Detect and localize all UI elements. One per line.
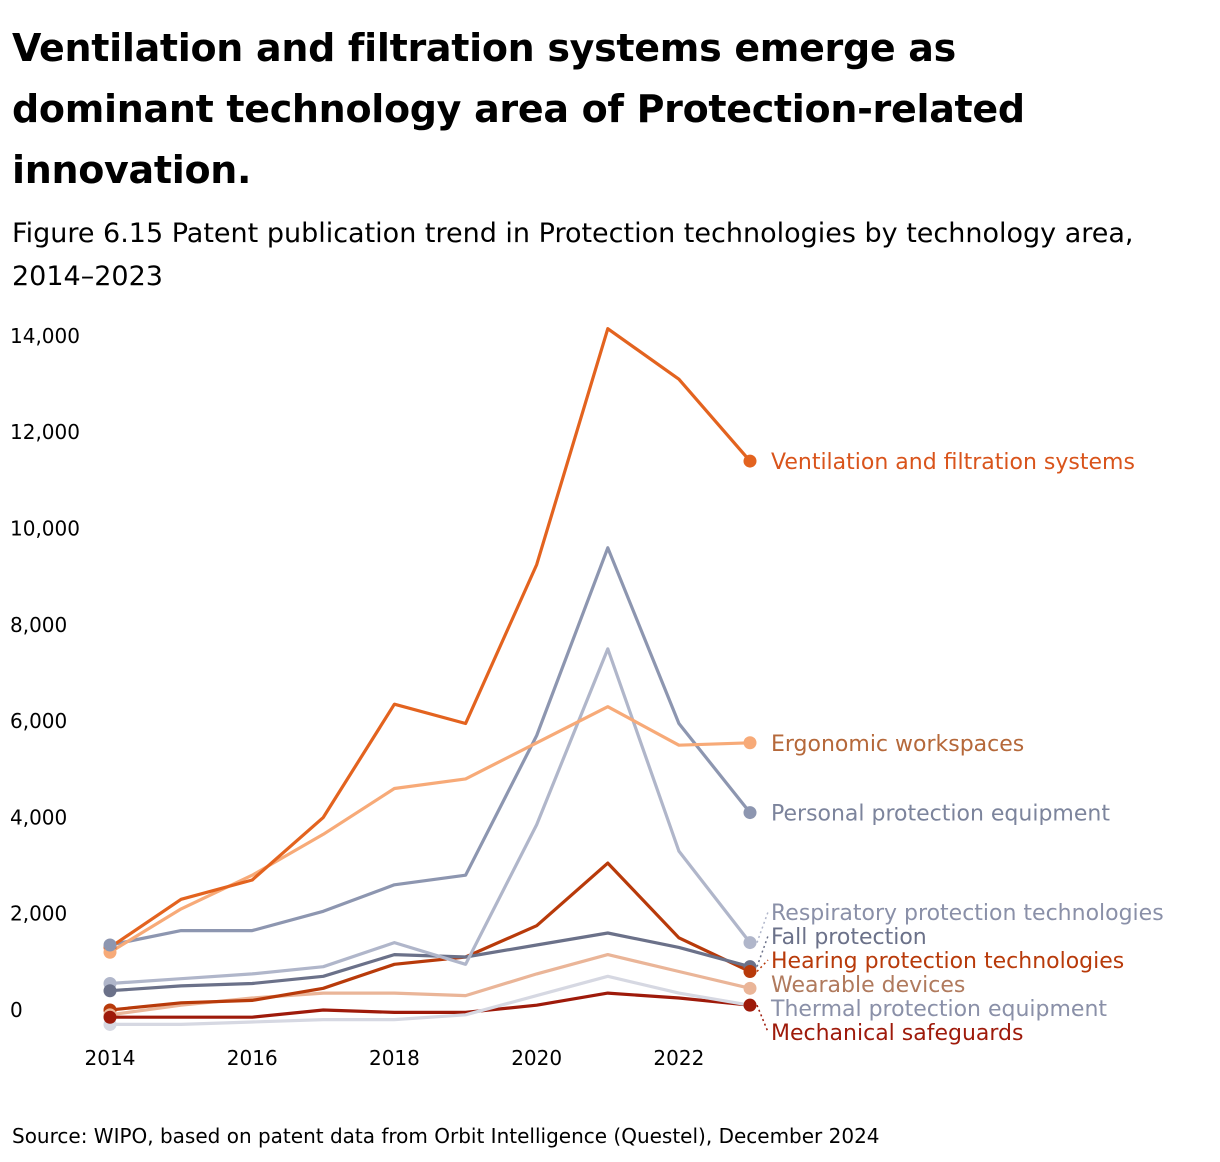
series-line-fall-protection xyxy=(108,931,752,993)
end-point-ventilation-and-filtration-systems xyxy=(743,454,757,468)
chart-subtitle: Figure 6.15 Patent publication trend in … xyxy=(12,218,1134,292)
series-line-ergonomic-workspaces xyxy=(108,705,752,954)
chart-title: Ventilation and filtration systems emerg… xyxy=(12,26,1025,192)
leader-line-mechanical-safeguards xyxy=(756,1004,769,1033)
y-tick-label: 0 xyxy=(10,998,23,1022)
y-tick-label: 4,000 xyxy=(10,805,67,829)
end-point-wearable-devices xyxy=(743,981,757,995)
end-point-mechanical-safeguards xyxy=(743,998,757,1012)
series-label-hearing-protection-technologies: Hearing protection technologies xyxy=(771,949,1124,974)
end-point-personal-protection-equipment xyxy=(743,806,757,820)
y-tick-label: 2,000 xyxy=(10,902,67,926)
series-label-fall-protection: Fall protection xyxy=(771,925,927,950)
y-axis: 0 2,000 4,000 6,000 8,000 10,000 12,000 14,000 xyxy=(10,324,80,1022)
series-line-mechanical-safeguards xyxy=(108,991,752,1019)
y-tick-label: 12,000 xyxy=(10,420,80,444)
y-tick-label: 10,000 xyxy=(10,517,80,541)
series-label-personal-protection-equipment: Personal protection equipment xyxy=(771,802,1110,827)
series-labels: Ventilation and filtration systems Ergono… xyxy=(770,450,1164,1046)
series-line-personal-protection-equipment xyxy=(108,546,752,947)
x-tick-label: 2022 xyxy=(653,1046,704,1070)
start-point-personal-protection-equipment xyxy=(103,938,117,952)
series-label-ergonomic-workspaces: Ergonomic workspaces xyxy=(771,732,1024,757)
series-lines xyxy=(108,327,752,1027)
leader-line-respiratory-protection-technologies xyxy=(756,911,769,943)
end-point-hearing-protection-technologies xyxy=(743,964,757,978)
y-tick-label: 8,000 xyxy=(10,613,67,637)
end-point-ergonomic-workspaces xyxy=(743,736,757,750)
y-tick-label: 6,000 xyxy=(10,709,67,733)
series-line-hearing-protection-technologies xyxy=(108,861,752,1012)
x-tick-label: 2016 xyxy=(227,1046,278,1070)
x-tick-label: 2018 xyxy=(369,1046,420,1070)
series-label-mechanical-safeguards: Mechanical safeguards xyxy=(771,1021,1023,1046)
y-tick-label: 14,000 xyxy=(10,324,80,348)
series-line-respiratory-protection-technologies xyxy=(108,647,752,986)
x-tick-label: 2020 xyxy=(511,1046,562,1070)
series-label-ventilation-and-filtration-systems: Ventilation and filtration systems xyxy=(771,450,1135,475)
start-point-fall-protection xyxy=(103,984,117,998)
x-tick-label: 2014 xyxy=(85,1046,136,1070)
label-leader-lines xyxy=(756,911,769,1033)
series-line-thermal-protection-equipment xyxy=(108,974,752,1027)
source-note: Source: WIPO, based on patent data from … xyxy=(12,1124,880,1148)
start-point-mechanical-safeguards xyxy=(103,1010,117,1024)
series-line-ventilation-and-filtration-systems xyxy=(108,327,752,950)
series-end-points xyxy=(103,454,757,1031)
series-label-respiratory-protection-technologies: Respiratory protection technologies xyxy=(771,901,1164,926)
series-label-wearable-devices: Wearable devices xyxy=(771,973,965,998)
series-label-thermal-protection-equipment: Thermal protection equipment xyxy=(770,997,1107,1022)
leader-line-fall-protection xyxy=(756,935,769,967)
end-point-respiratory-protection-technologies xyxy=(743,936,757,950)
x-axis: 2014 2016 2018 2020 2022 xyxy=(85,1046,705,1070)
